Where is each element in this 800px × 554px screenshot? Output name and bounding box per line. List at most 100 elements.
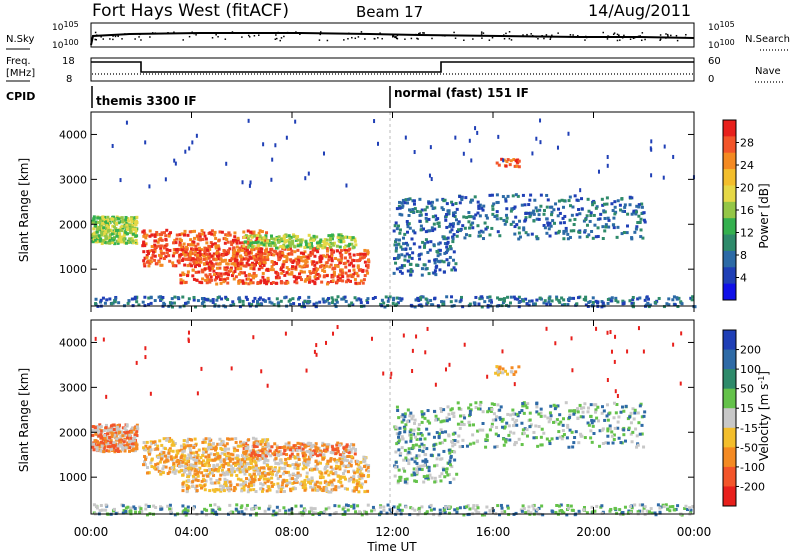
heatmap-cell <box>114 227 118 231</box>
heatmap-cell <box>348 263 352 267</box>
heatmap-cell <box>254 464 258 468</box>
heatmap-cell <box>156 462 160 466</box>
heatmap-cell <box>410 256 414 260</box>
heatmap-cell <box>203 262 207 266</box>
heatmap-cell <box>219 272 223 276</box>
heatmap-cell <box>116 241 120 245</box>
heatmap-cell <box>365 468 369 472</box>
heatmap-cell <box>302 303 306 307</box>
heatmap-cell <box>319 449 323 453</box>
heatmap-cell <box>257 267 261 271</box>
heatmap-cell <box>211 442 215 446</box>
heatmap-cell <box>106 222 110 226</box>
nsky-tick-bottom: 10100 <box>52 38 79 51</box>
heatmap-cell <box>195 489 199 493</box>
heatmap-cell <box>427 201 431 205</box>
heatmap-cell <box>532 212 536 216</box>
heatmap-cell <box>613 426 617 430</box>
heatmap-cell <box>195 458 199 462</box>
heatmap-cell <box>394 261 398 265</box>
heatmap-cell <box>185 479 189 483</box>
nsky-point <box>667 35 669 37</box>
heatmap-cell <box>490 422 494 426</box>
heatmap-cell <box>215 272 219 276</box>
heatmap-cell <box>277 255 281 259</box>
colorbar-tick-label: 8 <box>740 249 747 262</box>
heatmap-cell <box>412 467 416 471</box>
heatmap-cell <box>493 215 497 219</box>
heatmap-cell <box>226 281 230 285</box>
heatmap-cell <box>399 451 403 455</box>
heatmap-cell <box>414 443 418 447</box>
heatmap-cell <box>252 450 256 454</box>
heatmap-cell <box>260 266 264 270</box>
heatmap-cell <box>246 490 250 494</box>
heatmap-cell <box>329 242 333 246</box>
heatmap-cell <box>108 233 112 237</box>
heatmap-cell <box>284 233 288 237</box>
heatmap-cell <box>535 298 539 302</box>
heatmap-cell <box>358 472 362 476</box>
heatmap-cell <box>234 275 238 279</box>
heatmap-cell <box>332 243 336 247</box>
heatmap-cell <box>528 411 532 415</box>
heatmap-cell <box>150 458 154 462</box>
heatmap-cell <box>616 225 620 229</box>
heatmap-cell <box>350 242 354 246</box>
heatmap-cell <box>619 208 623 212</box>
heatmap-cell <box>444 250 448 254</box>
heatmap-cell <box>170 438 174 442</box>
heatmap-cell <box>465 215 469 219</box>
heatmap-cell <box>667 303 671 307</box>
heatmap-cell <box>307 243 311 247</box>
heatmap-cell <box>277 235 281 239</box>
heatmap-cell <box>297 259 301 263</box>
heatmap-cell <box>179 469 183 473</box>
heatmap-cell <box>571 445 575 449</box>
heatmap-cell <box>211 447 215 451</box>
heatmap-cell <box>424 230 428 234</box>
heatmap-cell <box>188 256 192 260</box>
heatmap-cell <box>198 238 202 242</box>
heatmap-cell <box>270 177 273 182</box>
heatmap-cell <box>451 224 455 228</box>
heatmap-cell <box>610 202 614 206</box>
heatmap-cell <box>441 419 445 423</box>
heatmap-cell <box>327 483 331 487</box>
heatmap-cell <box>99 436 103 440</box>
heatmap-cell <box>204 273 208 277</box>
heatmap-cell <box>549 224 553 228</box>
heatmap-cell <box>103 301 107 305</box>
heatmap-cell <box>291 463 295 467</box>
heatmap-cell <box>585 214 589 218</box>
heatmap-cell <box>196 235 200 239</box>
heatmap-cell <box>180 464 184 468</box>
heatmap-cell <box>233 269 237 273</box>
nsky-point <box>607 35 610 38</box>
heatmap-cell <box>443 438 447 442</box>
heatmap-cell <box>321 297 325 301</box>
heatmap-cell <box>469 403 473 407</box>
heatmap-cell <box>439 479 443 483</box>
heatmap-cell <box>331 483 335 487</box>
heatmap-cell <box>100 242 104 246</box>
heatmap-cell <box>244 468 248 472</box>
heatmap-cell <box>200 301 204 305</box>
heatmap-cell <box>508 163 512 167</box>
heatmap-cell <box>355 479 359 483</box>
heatmap-cell <box>269 268 273 272</box>
heatmap-cell <box>142 242 146 246</box>
heatmap-cell <box>218 465 222 469</box>
heatmap-cell <box>504 164 508 168</box>
heatmap-cell <box>285 245 289 249</box>
heatmap-cell <box>589 214 593 218</box>
heatmap-cell <box>606 301 610 305</box>
nsky-point <box>659 38 662 41</box>
heatmap-cell <box>339 238 343 242</box>
heatmap-cell <box>164 255 168 259</box>
heatmap-cell <box>392 296 396 300</box>
heatmap-cell <box>189 456 193 460</box>
heatmap-cell <box>307 233 311 237</box>
heatmap-cell <box>419 297 423 301</box>
beam-title: Beam 17 <box>356 3 423 21</box>
